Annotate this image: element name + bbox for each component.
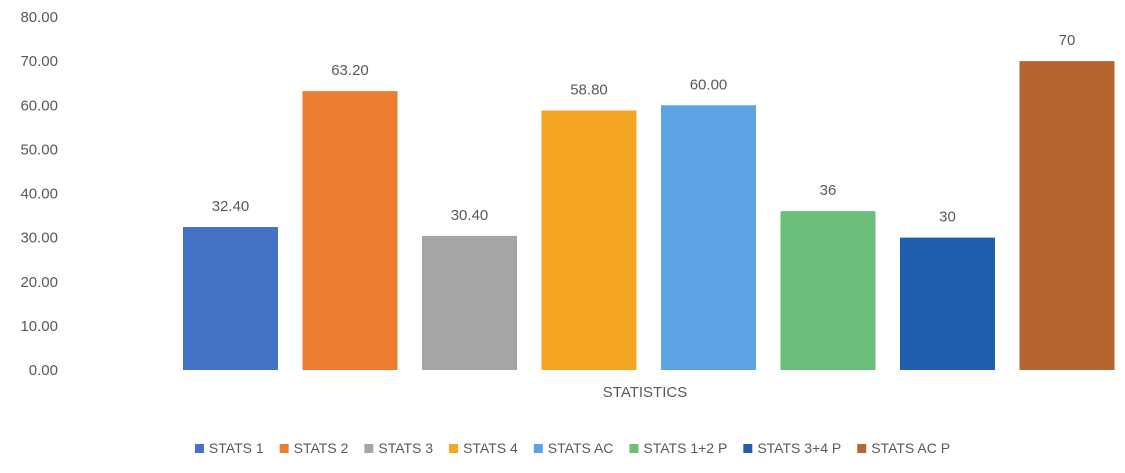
legend-swatch-stats-2 [279,444,289,453]
legend-swatch-stats-1 [194,444,204,453]
bar-stats-3-4-p [900,237,995,370]
legend-swatch-stats-ac [533,444,543,453]
legend-label-stats-3-4-p: STATS 3+4 P [757,440,841,456]
data-label: 63.20 [331,62,369,79]
data-label: 60.00 [690,76,728,93]
x-axis: STATISTICS [603,384,687,401]
data-label-group: 32.40 63.20 30.40 58.80 60.00 36 30 70 [212,32,1076,226]
legend-label-stats-4: STATS 4 [463,440,518,456]
legend-label-stats-ac-p: STATS AC P [871,440,950,456]
data-label: 36 [820,182,837,199]
bar-stats-ac-p [1019,61,1115,370]
legend-swatch-stats-1-2-p [629,444,639,453]
y-tick-label: 10.00 [20,318,58,335]
y-tick-label: 80.00 [20,9,58,26]
data-label: 32.40 [212,198,250,215]
legend-swatch-stats-4 [449,444,459,453]
bar-stats-2 [302,91,398,370]
bar-stats-3 [422,235,517,370]
legend-label-stats-1-2-p: STATS 1+2 P [643,440,727,456]
data-label: 30 [939,209,956,226]
bar-stats-1 [183,227,278,370]
legend-label-stats-2: STATS 2 [294,440,349,456]
y-tick-label: 0.00 [29,362,58,379]
bar-stats-4 [541,110,637,371]
y-tick-label: 60.00 [20,97,58,114]
legend-label-stats-3: STATS 3 [378,440,433,456]
y-tick-label: 30.00 [20,230,58,247]
data-label: 70 [1059,32,1076,49]
data-label: 30.40 [451,207,489,224]
y-axis: 0.00 10.00 20.00 30.00 40.00 50.00 60.00 70.00 8… [20,9,58,379]
y-tick-label: 70.00 [20,53,58,70]
legend-swatch-stats-ac-p [857,444,867,453]
bar-stats-1-2-p [780,211,876,370]
legend-label-stats-ac: STATS AC [548,440,614,456]
bar-series-group [183,61,1115,371]
legend-swatch-stats-3-4-p [743,444,753,453]
y-tick-label: 20.00 [20,274,58,291]
y-tick-label: 50.00 [20,141,58,158]
legend-label-stats-1: STATS 1 [209,440,264,456]
y-tick-label: 40.00 [20,186,58,203]
data-label: 58.80 [570,82,608,99]
legend: STATS 1 STATS 2 STATS 3 STATS 4 STATS AC STAT… [194,440,950,456]
bar-stats-ac [661,105,756,370]
x-category-label: STATISTICS [603,384,687,401]
legend-swatch-stats-3 [364,444,374,453]
